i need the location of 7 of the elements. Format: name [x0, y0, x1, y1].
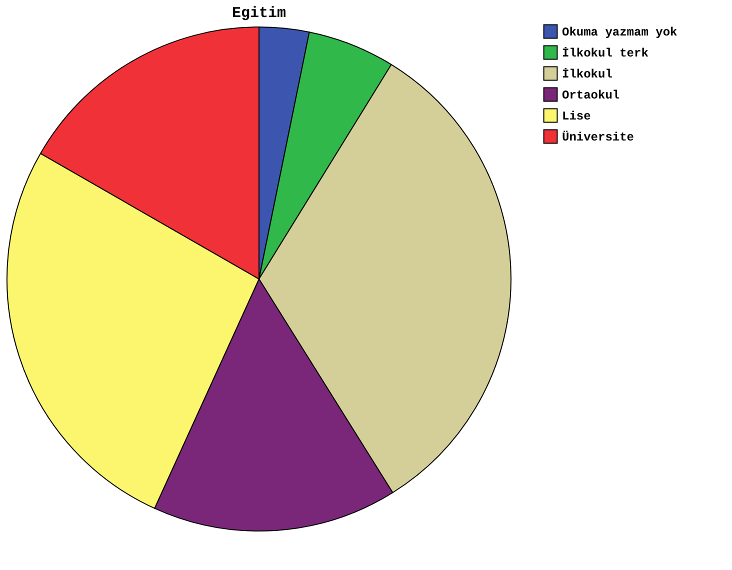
chart-title: Egitim [232, 5, 286, 22]
legend-label: Okuma yazmam yok [562, 26, 678, 40]
legend-label: Lise [562, 110, 591, 124]
legend-label: Ortaokul [562, 88, 620, 102]
legend-label: İlkokul terk [562, 46, 648, 60]
legend-label: İlkokul [562, 68, 612, 82]
legend-label: Üniversite [562, 130, 634, 144]
